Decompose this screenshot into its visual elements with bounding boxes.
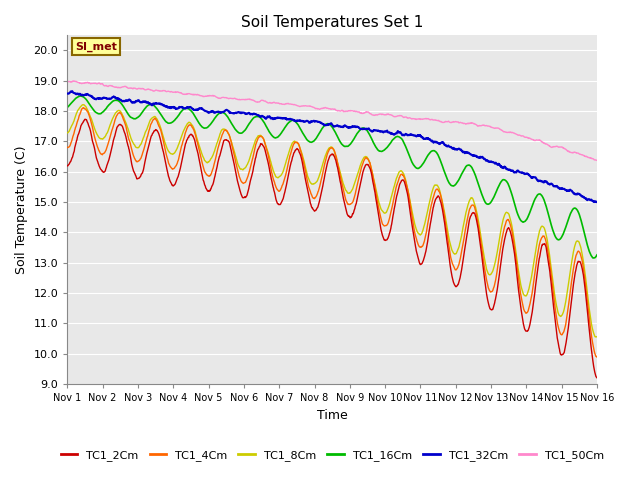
Title: Soil Temperatures Set 1: Soil Temperatures Set 1 <box>241 15 423 30</box>
X-axis label: Time: Time <box>317 408 348 421</box>
Text: SI_met: SI_met <box>76 41 117 51</box>
Legend: TC1_2Cm, TC1_4Cm, TC1_8Cm, TC1_16Cm, TC1_32Cm, TC1_50Cm: TC1_2Cm, TC1_4Cm, TC1_8Cm, TC1_16Cm, TC1… <box>56 446 608 466</box>
Y-axis label: Soil Temperature (C): Soil Temperature (C) <box>15 145 28 274</box>
